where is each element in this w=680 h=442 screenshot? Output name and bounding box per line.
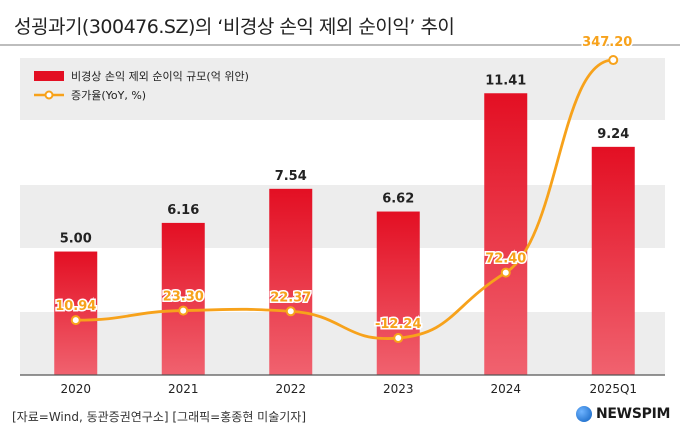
growth-point-2024 xyxy=(500,267,511,278)
legend-bar-label: 비경상 손익 제외 순이익 규모(억 위안) xyxy=(71,70,249,83)
x-tick-labels: 2020 2021 2022 2023 2024 2025Q1 xyxy=(60,382,637,396)
growth-label-2025Q1: 347.20 xyxy=(582,35,632,50)
growth-label-2023: -12.24 xyxy=(375,317,422,332)
logo-text: NEWSPIM xyxy=(596,406,671,422)
line-series xyxy=(70,55,619,344)
growth-point-2021 xyxy=(178,305,189,316)
line-value-labels: 10.94 23.30 22.37 -12.24 72.40 347.20 xyxy=(54,34,634,334)
growth-label-2020: 10.94 xyxy=(55,299,96,314)
bar-label-2021: 6.16 xyxy=(167,203,199,218)
bar-label-2023: 6.62 xyxy=(382,192,414,207)
legend: 비경상 손익 제외 순이익 규모(억 위안) 증가율(YoY, %) xyxy=(34,70,249,102)
x-tick-2024: 2024 xyxy=(490,382,521,396)
bar-2022 xyxy=(269,188,313,375)
bar-2024 xyxy=(484,93,528,375)
band-0 xyxy=(20,58,665,120)
bar-label-2025Q1: 9.24 xyxy=(597,127,629,142)
background-bands xyxy=(20,58,665,375)
bar-label-2022: 7.54 xyxy=(275,169,307,184)
growth-point-2025Q1 xyxy=(608,55,619,66)
title-divider xyxy=(0,44,680,46)
growth-label-2024: 72.40 xyxy=(485,252,526,267)
brand-logo: NEWSPIM xyxy=(576,406,670,422)
legend-line-marker xyxy=(44,90,54,100)
growth-label-2021: 23.30 xyxy=(163,290,204,305)
source-note: [자료=Wind, 동관증권연구소] [그래픽=홍종현 미술기자] xyxy=(12,410,307,424)
legend-bar-swatch xyxy=(34,71,64,81)
x-tick-2023: 2023 xyxy=(383,382,414,396)
bar-2025Q1 xyxy=(591,146,635,375)
growth-point-2022 xyxy=(285,306,296,317)
legend-line-label: 증가율(YoY, %) xyxy=(71,89,146,102)
bar-label-2024: 11.41 xyxy=(485,73,526,88)
growth-point-2023 xyxy=(393,333,404,344)
bar-2021 xyxy=(161,222,205,375)
band-2 xyxy=(20,312,665,375)
x-tick-2022: 2022 xyxy=(275,382,306,396)
growth-label-2022: 22.37 xyxy=(270,290,311,305)
chart-title: 성굉과기(300476.SZ)의 ‘비경상 손익 제외 순이익’ 추이 xyxy=(14,16,455,38)
bar-label-2020: 5.00 xyxy=(60,232,92,247)
growth-point-2020 xyxy=(70,315,81,326)
bar-series xyxy=(54,93,635,375)
bar-2020 xyxy=(54,251,98,375)
globe-icon xyxy=(576,406,592,422)
bar-2023 xyxy=(376,211,420,375)
band-1 xyxy=(20,185,665,248)
bar-value-labels: 5.00 6.16 7.54 6.62 11.41 9.24 xyxy=(60,73,630,246)
x-tick-2021: 2021 xyxy=(168,382,199,396)
x-tick-2025Q1: 2025Q1 xyxy=(589,382,637,396)
x-tick-2020: 2020 xyxy=(60,382,91,396)
